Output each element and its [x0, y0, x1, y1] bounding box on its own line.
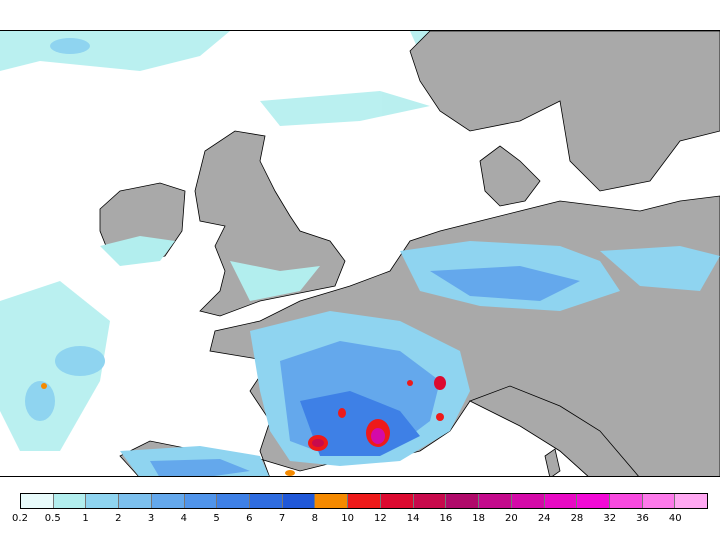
legend-tick-label: 14 [406, 513, 420, 524]
legend-tick-label: 1 [82, 513, 89, 524]
legend-tick-label: 20 [505, 513, 518, 524]
legend-tick-label: 10 [341, 513, 354, 524]
legend-tick-label: 0.5 [44, 513, 61, 524]
legend-swatch [413, 494, 447, 508]
legend-tick-labels: 0.2 0.5 1 2 3 4 5 6 7 8 10 12 14 16 18 20 24 28 32 36 40 [12, 513, 708, 527]
norway-sweden [409, 31, 720, 192]
legend-swatch [577, 494, 610, 508]
legend-swatch [53, 494, 87, 508]
legend-swatch [282, 494, 316, 508]
legend-swatch [21, 494, 54, 508]
legend-tick-label: 3 [147, 513, 155, 524]
legend-tick-label: 2 [115, 513, 122, 524]
legend-swatch [446, 494, 480, 508]
legend-swatch [642, 494, 676, 508]
corsica [544, 448, 561, 476]
legend-swatch [511, 494, 545, 508]
legend-swatch [250, 494, 283, 508]
legend-swatch [184, 494, 218, 508]
legend-swatch [479, 494, 512, 508]
legend-tick-label: 28 [570, 513, 584, 524]
legend-tick-label: 32 [603, 513, 617, 524]
precip-intense-cells [41, 376, 446, 476]
legend-tick-label: 4 [180, 513, 187, 524]
legend-tick-label: 6 [246, 513, 253, 524]
legend-tick-label: 8 [311, 513, 319, 524]
denmark [479, 145, 541, 207]
legend-tick-label: 40 [668, 513, 682, 524]
legend-swatch [348, 494, 381, 508]
legend-tick-label: 24 [537, 513, 551, 524]
legend-tick-label: 0.2 [12, 513, 28, 524]
legend-tick-label: 7 [278, 513, 286, 524]
precip-land-layer [100, 236, 720, 476]
legend-swatch [86, 494, 120, 508]
legend-swatch [675, 494, 708, 508]
legend-swatch [217, 494, 251, 508]
map-canvas [0, 31, 720, 476]
legend-swatch [380, 494, 414, 508]
legend-tick-label: 16 [439, 513, 453, 524]
legend-swatch [544, 494, 578, 508]
legend-colorbar [20, 493, 708, 509]
italy [469, 385, 639, 476]
legend-tick-label: 36 [636, 513, 649, 524]
legend-swatch [119, 494, 152, 508]
legend-swatch [151, 494, 185, 508]
legend-tick-label: 12 [374, 513, 387, 524]
legend-tick-label: 5 [213, 513, 220, 524]
precipitation-map [0, 30, 720, 477]
precip-legend: 0.2 0.5 1 2 3 4 5 6 7 8 10 12 14 16 18 20 24 28 32 36 40 [0, 490, 720, 540]
legend-swatch [315, 494, 349, 508]
legend-tick-label: 18 [472, 513, 486, 524]
legend-swatch [609, 494, 643, 508]
